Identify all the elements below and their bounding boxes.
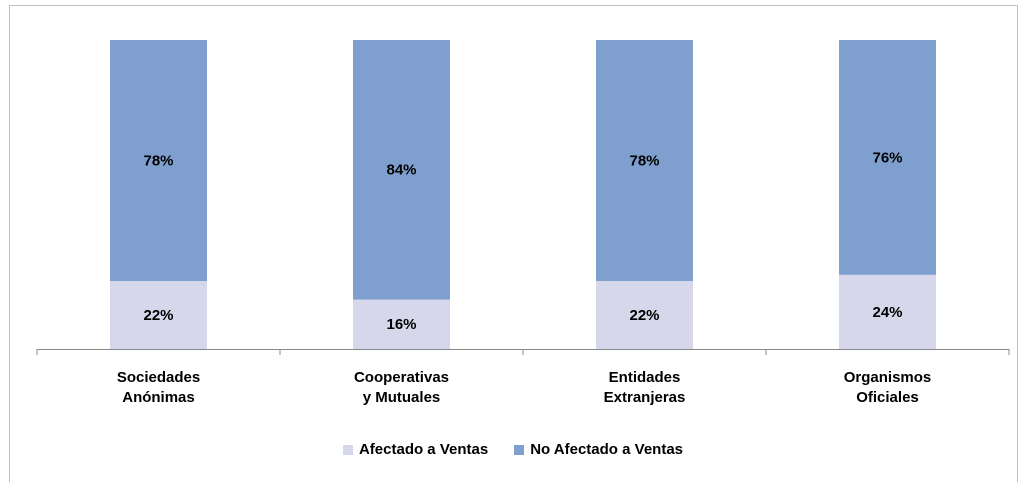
- chart-frame: [9, 5, 1018, 482]
- data-label: 24%: [872, 304, 902, 321]
- bar-segment: [596, 281, 693, 349]
- legend-item: Afectado a Ventas: [342, 441, 489, 458]
- x-tick-label: Sociedades Anónimas: [116, 369, 201, 406]
- legend-swatch: [514, 444, 525, 455]
- bar-segment: [353, 40, 450, 300]
- x-tick-label: Cooperativas y Mutuales: [353, 369, 450, 406]
- legend-swatch: [342, 444, 353, 455]
- bar-segment: [596, 40, 693, 282]
- x-tick-label: Organismos Oficiales: [843, 369, 932, 406]
- data-label: 22%: [143, 307, 173, 324]
- data-label: 78%: [143, 152, 173, 169]
- x-tick-label: Entidades Extranjeras: [603, 369, 686, 406]
- bar-segment: [110, 40, 207, 282]
- bar-segment: [839, 274, 936, 349]
- legend-item: No Afectado a Ventas: [514, 441, 683, 458]
- legend-label: Afectado a Ventas: [358, 441, 489, 458]
- bar-segment: [353, 299, 450, 349]
- legend: Afectado a Ventas No Afectado a Ventas: [0, 441, 1026, 458]
- bar-segment: [110, 281, 207, 349]
- data-label: 76%: [872, 149, 902, 166]
- bar-segment: [839, 40, 936, 275]
- data-label: 78%: [629, 152, 659, 169]
- data-label: 16%: [386, 316, 416, 333]
- data-label: 84%: [386, 162, 416, 179]
- legend-label: No Afectado a Ventas: [530, 441, 684, 458]
- data-label: 22%: [629, 307, 659, 324]
